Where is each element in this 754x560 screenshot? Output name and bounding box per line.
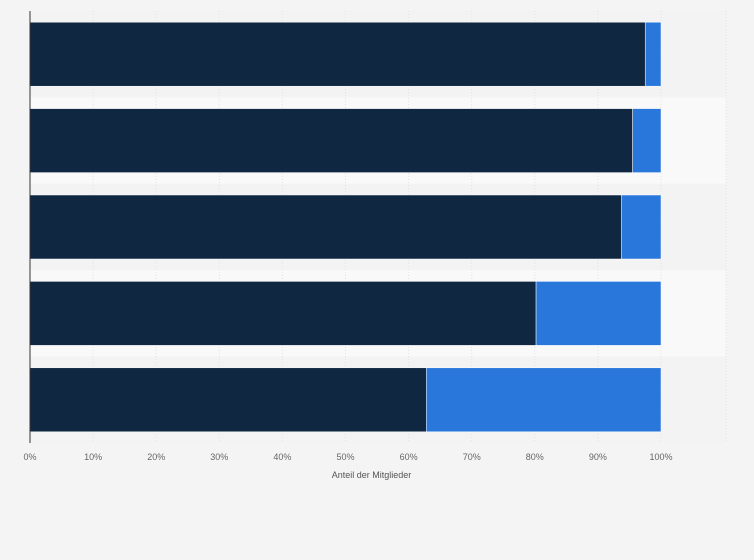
bar-segment-2[interactable]: [620, 194, 662, 260]
bars: [29, 21, 662, 433]
x-tick-label: 100%: [649, 452, 672, 462]
bar-segment-1[interactable]: [29, 108, 633, 173]
bar-segment-1[interactable]: [29, 21, 646, 87]
bar-segment-2[interactable]: [644, 21, 662, 87]
x-tick-label: 40%: [273, 452, 291, 462]
bar-segment-1[interactable]: [29, 367, 427, 433]
bar-segment-2[interactable]: [632, 108, 662, 173]
x-tick-label: 20%: [147, 452, 165, 462]
x-axis-title: Anteil der Mitglieder: [332, 470, 412, 480]
bar-segment-2[interactable]: [426, 367, 662, 433]
x-tick-label: 80%: [526, 452, 544, 462]
x-tick-label: 90%: [589, 452, 607, 462]
x-tick-label: 70%: [463, 452, 481, 462]
x-tick-label: 30%: [210, 452, 228, 462]
x-tick-label: 10%: [84, 452, 102, 462]
x-tick-label: 0%: [23, 452, 36, 462]
x-tick-labels: 0% 10% 20% 30% 40% 50% 60% 70% 80% 90% 100%: [23, 452, 672, 462]
bar-segment-1[interactable]: [29, 194, 622, 260]
x-tick-label: 50%: [336, 452, 354, 462]
bar-segment-2[interactable]: [535, 281, 662, 346]
bar-segment-1[interactable]: [29, 281, 537, 346]
x-tick-label: 60%: [400, 452, 418, 462]
